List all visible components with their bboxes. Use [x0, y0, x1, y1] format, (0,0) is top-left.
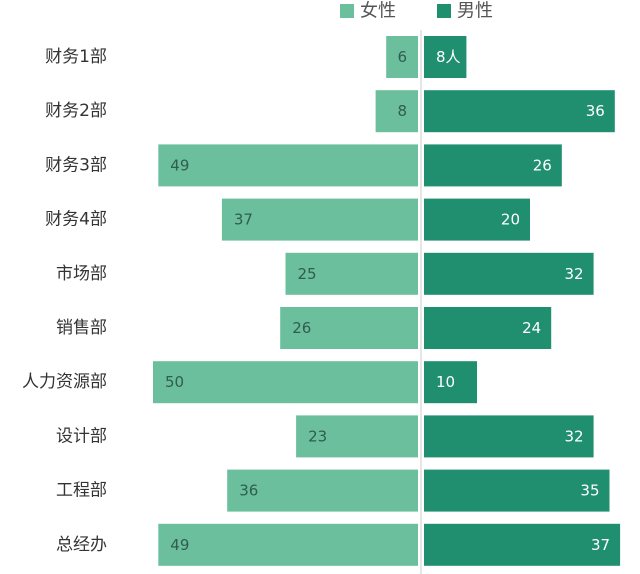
- category-label: 人力资源部: [22, 372, 107, 392]
- category-label: 财务2部: [45, 101, 107, 121]
- data-label-male: 37: [591, 536, 610, 554]
- data-label-female: 49: [170, 156, 189, 174]
- data-label-female: 8: [397, 102, 407, 120]
- data-label-male: 35: [580, 482, 599, 500]
- data-label-male: 26: [533, 156, 552, 174]
- bar-female: [158, 523, 419, 566]
- legend: 女性 男性: [340, 1, 493, 22]
- bar-female: [280, 307, 418, 349]
- legend-swatch: [437, 4, 451, 18]
- bar-female: [285, 252, 418, 295]
- legend-label: 男性: [457, 1, 493, 22]
- data-label-male: 36: [586, 102, 605, 120]
- data-label-male: 8人: [436, 48, 461, 66]
- data-label-female: 6: [397, 48, 407, 66]
- data-label-male: 32: [565, 427, 584, 445]
- bar-male: [424, 361, 477, 404]
- bar-male: [424, 252, 594, 295]
- bars: [153, 36, 621, 566]
- data-label-male: 32: [565, 265, 584, 283]
- bar-female: [375, 90, 418, 133]
- legend-swatch: [340, 4, 354, 18]
- data-label-female: 26: [292, 319, 311, 337]
- bar-female: [227, 469, 418, 512]
- category-label: 销售部: [56, 318, 107, 338]
- data-label-male: 20: [501, 211, 520, 229]
- data-label-female: 25: [298, 265, 317, 283]
- bar-female: [221, 198, 418, 241]
- value-labels: 6 8人 8 36 49 26 37 20 25 32 26 24 50 10 23 32 36 35 49 37: [165, 48, 610, 554]
- data-label-female: 23: [308, 427, 327, 445]
- data-label-female: 36: [239, 482, 258, 500]
- category-label: 总经办: [56, 535, 107, 555]
- category-label: 财务4部: [45, 210, 107, 230]
- data-label-male: 10: [436, 373, 455, 391]
- bar-female: [296, 415, 418, 458]
- bar-male: [424, 90, 615, 133]
- bar-male: [424, 415, 594, 458]
- bar-male: [424, 198, 530, 241]
- category-label: 财务3部: [45, 155, 107, 175]
- bar-female: [386, 36, 418, 78]
- bar-male: [424, 144, 562, 187]
- bar-male: [424, 36, 467, 78]
- bar-male: [424, 307, 552, 349]
- bar-male: [424, 523, 621, 566]
- legend-label: 女性: [360, 1, 396, 22]
- data-label-female: 50: [165, 373, 184, 391]
- category-label: 财务1部: [45, 47, 107, 67]
- data-label-female: 49: [170, 536, 189, 554]
- category-label: 设计部: [56, 426, 107, 446]
- data-label-female: 37: [234, 211, 253, 229]
- category-label: 市场部: [56, 264, 107, 284]
- bar-female: [153, 361, 418, 404]
- category-label: 工程部: [56, 481, 107, 501]
- data-label-male: 24: [522, 319, 541, 337]
- bar-male: [424, 469, 610, 512]
- bar-female: [158, 144, 419, 187]
